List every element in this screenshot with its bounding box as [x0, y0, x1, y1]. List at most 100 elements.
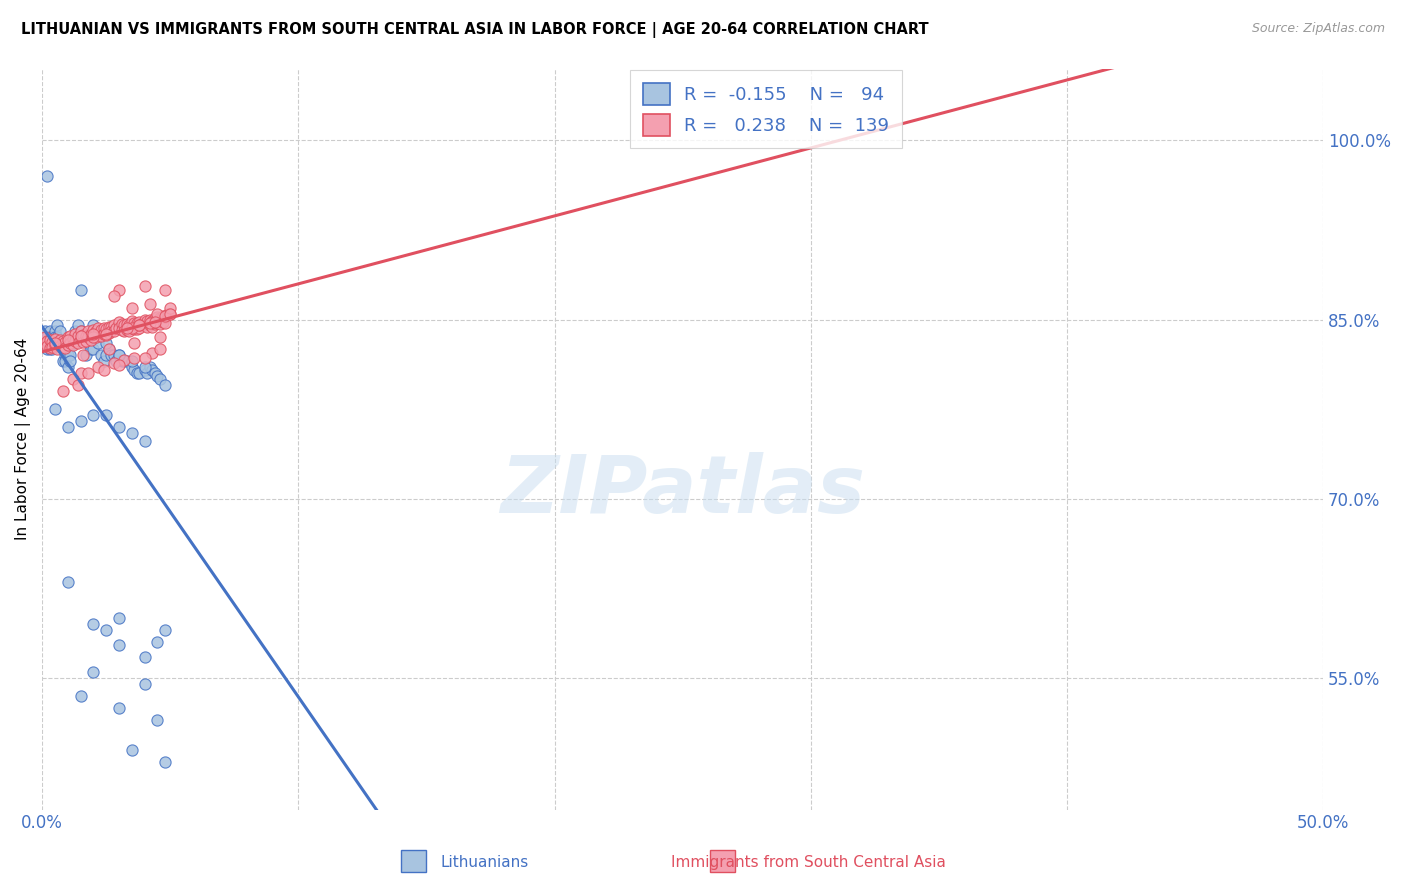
Point [134, 360, 156, 375]
Point [41, 335, 63, 350]
Point [34, 336, 56, 351]
Point [38, 333, 60, 347]
Point [37, 169, 59, 183]
Point [110, 354, 132, 368]
Point [143, 318, 166, 332]
Point [96, 408, 118, 422]
Point [153, 316, 176, 330]
Point [72, 348, 94, 362]
Point [59, 354, 82, 368]
Point [93, 362, 115, 376]
Point [103, 348, 125, 362]
Point [153, 755, 176, 769]
Point [77, 366, 100, 380]
Point [69, 283, 91, 297]
Point [128, 318, 150, 333]
Point [108, 701, 131, 715]
Point [72, 330, 94, 344]
Point [56, 420, 79, 434]
Point [82, 343, 104, 357]
Point [93, 326, 115, 341]
Point [41, 343, 63, 357]
Point [69, 689, 91, 703]
Point [121, 354, 143, 368]
Point [44, 402, 66, 417]
Point [52, 334, 75, 348]
Point [66, 330, 89, 344]
Point [34, 330, 56, 344]
Point [125, 316, 148, 330]
Point [97, 319, 120, 334]
Point [62, 337, 84, 351]
Point [118, 325, 141, 339]
Point [115, 321, 138, 335]
Point [69, 332, 91, 346]
Point [149, 372, 172, 386]
Point [52, 384, 75, 399]
Point [134, 434, 156, 449]
Point [153, 310, 176, 325]
Point [110, 323, 132, 337]
Point [56, 333, 79, 347]
Point [75, 348, 97, 362]
Point [134, 312, 156, 326]
Point [136, 319, 159, 334]
Point [143, 315, 166, 329]
Point [138, 318, 160, 333]
Point [38, 341, 60, 355]
Point [128, 321, 150, 335]
Point [49, 325, 72, 339]
Point [96, 624, 118, 638]
Point [53, 335, 76, 350]
Point [134, 351, 156, 365]
Point [105, 354, 128, 368]
Point [69, 414, 91, 428]
Point [141, 314, 163, 328]
Point [77, 336, 100, 351]
Point [121, 360, 143, 375]
Point [82, 330, 104, 344]
Point [44, 336, 66, 351]
Point [105, 321, 128, 335]
Point [82, 665, 104, 679]
Point [97, 343, 120, 357]
Point [44, 332, 66, 346]
Point [93, 321, 115, 335]
Point [112, 353, 135, 368]
Point [152, 315, 174, 329]
Point [52, 343, 75, 357]
Point [93, 354, 115, 368]
Text: Source: ZipAtlas.com: Source: ZipAtlas.com [1251, 22, 1385, 36]
Point [143, 366, 166, 380]
Point [141, 346, 163, 360]
Point [82, 617, 104, 632]
Point [80, 326, 103, 341]
Point [90, 323, 112, 337]
Point [82, 323, 104, 337]
Point [138, 360, 160, 375]
Point [46, 330, 69, 344]
Point [96, 336, 118, 351]
Point [44, 336, 66, 351]
Point [87, 326, 110, 341]
Point [112, 325, 135, 339]
Point [75, 334, 97, 348]
Point [138, 316, 160, 330]
Point [49, 333, 72, 347]
Point [146, 310, 169, 325]
Point [84, 330, 107, 344]
Point [136, 314, 159, 328]
Point [84, 330, 107, 344]
Point [82, 318, 104, 333]
Point [41, 340, 63, 354]
Point [82, 326, 104, 341]
Point [124, 322, 146, 336]
Point [37, 339, 59, 353]
Point [77, 325, 100, 339]
Point [65, 326, 87, 341]
Point [121, 319, 143, 334]
Point [128, 315, 150, 329]
Point [44, 337, 66, 351]
Point [56, 575, 79, 590]
Point [159, 306, 181, 320]
